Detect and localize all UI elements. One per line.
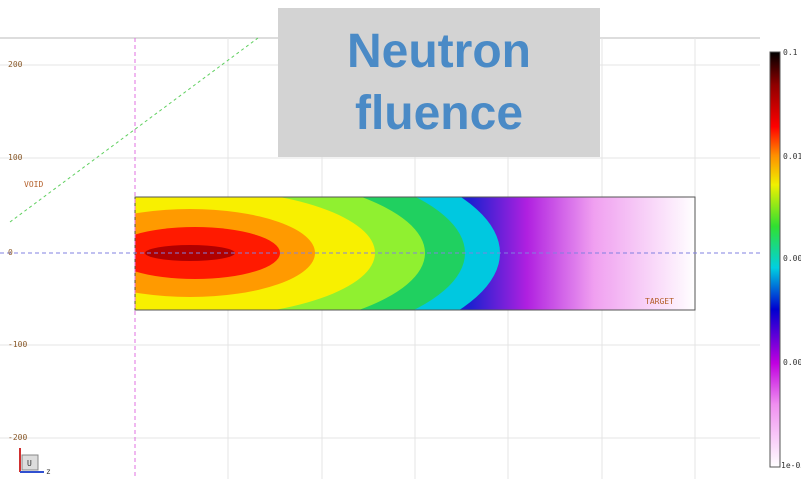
gizmo-label: U [27, 459, 32, 468]
region-label: TARGET [645, 297, 674, 306]
colorbar-label: 0.000 [783, 358, 801, 367]
colorbar-label: 0.01 [783, 152, 801, 161]
gizmo-label: z [46, 467, 51, 476]
colorbar-label: 0.001 [783, 254, 801, 263]
title-box: Neutron fluence [278, 8, 600, 157]
region-label: VOID [24, 180, 43, 189]
colorbar [769, 51, 781, 468]
colorbar-label: 0.1 [783, 48, 798, 57]
y-tick-label: 100 [8, 153, 23, 162]
y-tick-label: 200 [8, 60, 23, 69]
colorbar-label: 1e-05 [781, 461, 801, 470]
title-line: Neutron [347, 24, 531, 78]
y-tick-label: -200 [8, 433, 27, 442]
y-tick-label: 0 [8, 248, 13, 257]
y-tick-label: -100 [8, 340, 27, 349]
title-line: fluence [354, 86, 524, 140]
axes-gizmo: U z [19, 448, 51, 476]
guide-line [9, 37, 259, 223]
